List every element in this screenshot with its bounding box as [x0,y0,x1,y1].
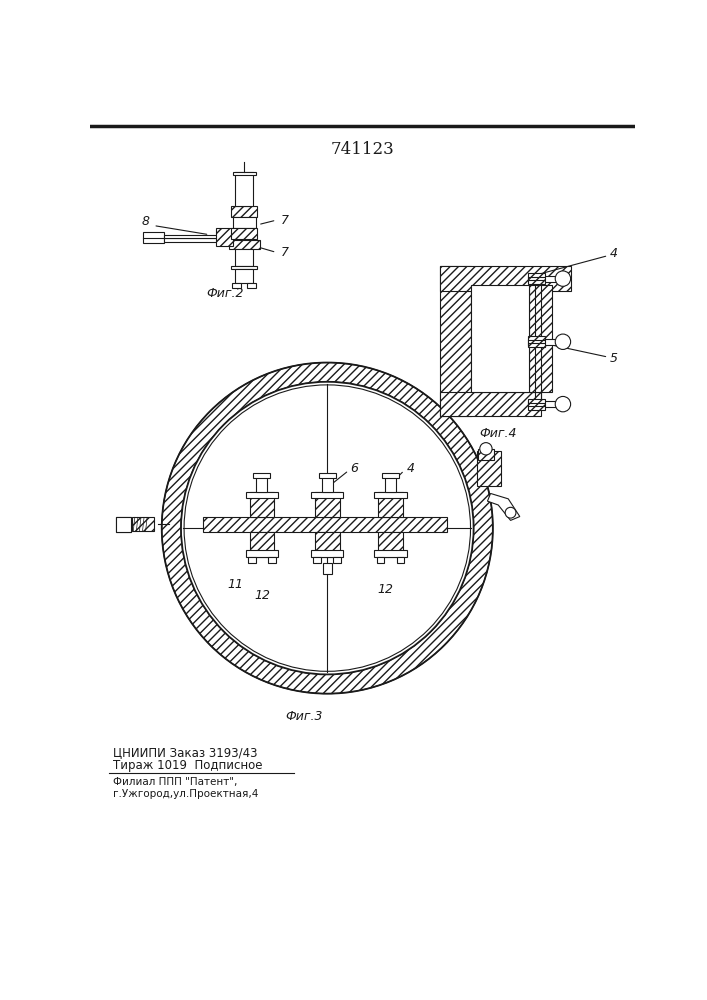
Bar [311,550,344,557]
Bar [253,473,270,478]
Circle shape [162,363,493,694]
Bar [257,475,267,492]
Bar [235,172,253,206]
Bar [440,266,472,416]
Text: 6: 6 [351,462,358,475]
Text: Фиг.2: Фиг.2 [206,287,244,300]
Bar [377,557,385,563]
Bar [378,532,403,557]
Text: Тираж 1019  Подписное: Тираж 1019 Подписное [113,759,263,772]
Text: 7: 7 [281,246,289,259]
Text: 12: 12 [378,583,393,596]
Bar [319,473,336,478]
Bar [247,283,257,288]
Bar [132,517,154,531]
Bar [397,557,404,563]
Text: 11: 11 [227,578,243,591]
Bar [231,228,257,239]
Bar [315,532,339,557]
Bar [231,206,257,217]
Bar [378,492,403,517]
Bar [374,550,407,557]
Bar [233,217,256,228]
Bar [216,228,233,246]
Bar [527,399,545,410]
Circle shape [555,396,571,412]
Circle shape [181,382,474,674]
Bar [315,492,339,517]
Text: 8: 8 [141,215,150,228]
Bar [203,517,447,532]
Bar [322,475,333,492]
Bar [229,240,259,249]
Bar [235,269,253,283]
Text: 4: 4 [610,247,618,260]
Circle shape [555,334,571,349]
Bar [322,563,332,574]
Bar [385,475,396,492]
Text: 5: 5 [610,352,618,365]
Bar [529,285,552,392]
Bar [440,266,571,291]
Bar [164,235,226,238]
Text: Фиг.4: Фиг.4 [479,427,517,440]
Text: 741123: 741123 [331,141,395,158]
Bar [246,550,278,557]
Bar [115,517,131,532]
Bar [143,232,164,243]
Circle shape [480,443,492,455]
Text: 12: 12 [254,589,270,602]
Text: 7: 7 [281,214,289,227]
Bar [231,266,257,269]
Bar [250,532,274,557]
Bar [527,339,563,345]
Bar [311,492,344,498]
Bar [472,285,529,392]
Bar [248,557,256,563]
Polygon shape [487,493,520,520]
Bar [232,283,241,288]
Bar [478,449,493,460]
Bar [440,392,541,416]
Bar [250,492,274,517]
Bar [164,238,226,242]
Bar [235,249,253,266]
Bar [313,557,321,563]
Bar [527,273,545,284]
Bar [527,276,563,282]
Bar [268,557,276,563]
Text: ЦНИИПИ Заказ 3193/43: ЦНИИПИ Заказ 3193/43 [113,746,258,759]
Bar [246,492,278,498]
Bar [527,336,545,347]
Bar [115,517,131,532]
Circle shape [506,507,516,518]
Bar [233,172,256,175]
Circle shape [555,271,571,286]
Bar [382,473,399,478]
Text: Филиал ППП "Патент",: Филиал ППП "Патент", [113,777,238,787]
Text: г.Ужгород,ул.Проектная,4: г.Ужгород,ул.Проектная,4 [113,789,259,799]
Bar [527,401,563,407]
Bar [374,492,407,498]
Text: Фиг.3: Фиг.3 [286,710,323,723]
Bar [334,557,341,563]
Text: 4: 4 [407,462,414,475]
Bar [477,451,501,486]
